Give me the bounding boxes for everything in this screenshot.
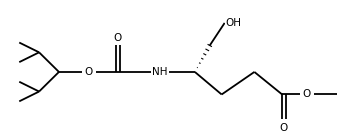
Text: NH: NH (152, 67, 168, 77)
Text: OH: OH (225, 18, 241, 28)
Text: O: O (85, 67, 93, 77)
Text: O: O (303, 89, 311, 99)
Text: O: O (113, 33, 121, 43)
Text: O: O (279, 123, 287, 133)
